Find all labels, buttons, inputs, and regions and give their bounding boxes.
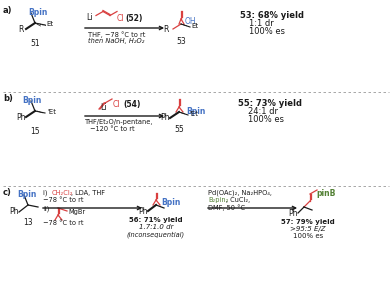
Text: DMF, 50 °C: DMF, 50 °C bbox=[208, 204, 245, 211]
Text: Ph: Ph bbox=[160, 114, 170, 122]
Text: 53: 53 bbox=[176, 37, 186, 46]
Text: R: R bbox=[163, 24, 169, 34]
Text: Et: Et bbox=[46, 21, 53, 27]
Text: Pd(OAc)₂, Na₂HPO₄,: Pd(OAc)₂, Na₂HPO₄, bbox=[208, 190, 272, 197]
Text: 56: 71% yield: 56: 71% yield bbox=[129, 217, 183, 223]
Text: ii): ii) bbox=[43, 206, 49, 212]
Text: 55: 73% yield: 55: 73% yield bbox=[238, 99, 302, 108]
Text: Cl: Cl bbox=[113, 100, 120, 109]
Text: Ph: Ph bbox=[288, 208, 298, 218]
Text: Ph: Ph bbox=[16, 112, 26, 122]
Text: −78 °C to rt: −78 °C to rt bbox=[43, 220, 83, 226]
Text: then NaOH, H₂O₂: then NaOH, H₂O₂ bbox=[88, 38, 144, 44]
Text: 24:1 dr: 24:1 dr bbox=[248, 107, 278, 116]
Text: >95:5 E/Z: >95:5 E/Z bbox=[290, 226, 326, 232]
Text: R: R bbox=[18, 24, 24, 34]
Text: 1:1 dr: 1:1 dr bbox=[249, 19, 274, 28]
Text: 'Et: 'Et bbox=[47, 109, 56, 115]
Text: (inconsequential): (inconsequential) bbox=[127, 231, 185, 238]
Text: −120 °C to rt: −120 °C to rt bbox=[90, 126, 134, 132]
Text: THF, −78 °C to rt: THF, −78 °C to rt bbox=[88, 31, 145, 38]
Text: Et: Et bbox=[191, 23, 198, 29]
Text: OH: OH bbox=[185, 17, 197, 26]
Text: CH₂Cl₂: CH₂Cl₂ bbox=[52, 190, 73, 196]
Text: 51: 51 bbox=[30, 39, 40, 48]
Text: Ph: Ph bbox=[138, 206, 148, 216]
Text: 55: 55 bbox=[174, 125, 184, 134]
Text: 100% es: 100% es bbox=[249, 27, 285, 36]
Text: 100% es: 100% es bbox=[248, 115, 284, 124]
Text: B₂pin₂: B₂pin₂ bbox=[208, 197, 229, 203]
Text: a): a) bbox=[3, 6, 13, 15]
Text: Li: Li bbox=[86, 13, 93, 22]
Text: Bpin: Bpin bbox=[22, 96, 42, 105]
Text: pinB: pinB bbox=[316, 189, 336, 198]
Text: Bpin: Bpin bbox=[186, 107, 205, 116]
Text: c): c) bbox=[3, 188, 12, 197]
Text: , CuCl₂,: , CuCl₂, bbox=[226, 197, 250, 203]
Text: Ph: Ph bbox=[9, 208, 19, 216]
Text: 'Et: 'Et bbox=[189, 111, 198, 117]
Text: 15: 15 bbox=[30, 127, 40, 136]
Text: 1.7:1.0 dr: 1.7:1.0 dr bbox=[139, 224, 173, 230]
Text: 53: 68% yield: 53: 68% yield bbox=[240, 11, 304, 20]
Text: 100% es: 100% es bbox=[293, 233, 323, 239]
Text: −78 °C to rt: −78 °C to rt bbox=[43, 197, 83, 203]
Text: Li: Li bbox=[100, 103, 107, 112]
Text: (54): (54) bbox=[123, 100, 140, 109]
Text: Cl: Cl bbox=[117, 14, 125, 23]
Text: Bpin: Bpin bbox=[17, 190, 36, 199]
Text: , LDA, THF: , LDA, THF bbox=[71, 190, 105, 196]
Text: b): b) bbox=[3, 94, 13, 103]
Text: 13: 13 bbox=[23, 218, 33, 227]
Text: (52): (52) bbox=[125, 14, 142, 23]
Text: MgBr: MgBr bbox=[68, 209, 85, 215]
Text: Bpin: Bpin bbox=[28, 8, 47, 17]
Text: THF/Et₂O/n-pentane,: THF/Et₂O/n-pentane, bbox=[85, 119, 153, 125]
Text: 57: 79% yield: 57: 79% yield bbox=[281, 219, 335, 225]
Text: Bpin: Bpin bbox=[161, 198, 180, 207]
Text: i): i) bbox=[43, 190, 50, 197]
